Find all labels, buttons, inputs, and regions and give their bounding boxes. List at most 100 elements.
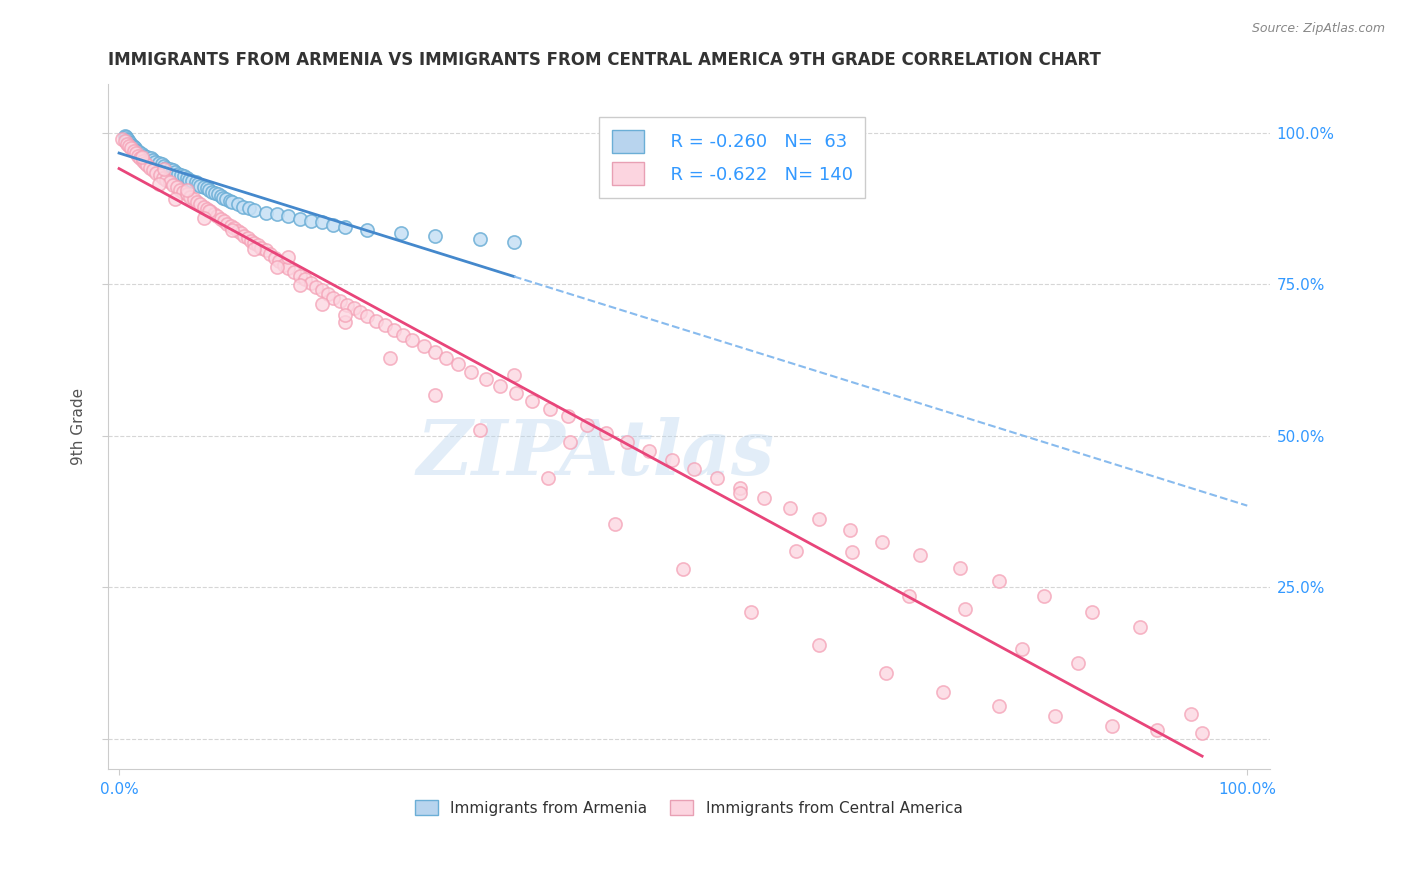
Point	[520, 393, 543, 408]
Point	[221, 222, 243, 236]
Point	[294, 272, 316, 286]
Point	[195, 181, 218, 195]
Text: Source: ZipAtlas.com: Source: ZipAtlas.com	[1251, 22, 1385, 36]
Point	[1146, 723, 1168, 737]
Point	[124, 141, 146, 155]
Point	[132, 149, 155, 163]
Y-axis label: 9th Grade: 9th Grade	[72, 388, 86, 466]
Point	[170, 168, 193, 182]
Point	[333, 308, 356, 322]
Point	[250, 241, 273, 255]
Point	[807, 638, 830, 652]
Point	[841, 545, 863, 559]
Point	[953, 601, 976, 615]
Point	[785, 544, 807, 558]
Point	[226, 197, 249, 211]
Point	[460, 365, 482, 379]
Point	[219, 219, 242, 233]
Legend: Immigrants from Armenia, Immigrants from Central America: Immigrants from Armenia, Immigrants from…	[408, 792, 970, 823]
Point	[336, 298, 359, 312]
Point	[186, 194, 208, 209]
Point	[159, 161, 181, 176]
Point	[125, 146, 148, 161]
Point	[311, 296, 333, 310]
Point	[193, 180, 215, 194]
Point	[595, 426, 617, 441]
Point	[311, 215, 333, 229]
Point	[179, 190, 201, 204]
Point	[145, 166, 167, 180]
Point	[150, 157, 173, 171]
Point	[305, 279, 328, 293]
Point	[198, 183, 221, 197]
Point	[128, 145, 150, 159]
Point	[131, 150, 153, 164]
Point	[1045, 709, 1067, 723]
Point	[1033, 589, 1056, 603]
Point	[173, 169, 195, 184]
Point	[177, 173, 200, 187]
Point	[1101, 719, 1123, 733]
Point	[172, 185, 194, 199]
Point	[162, 178, 184, 192]
Point	[638, 444, 661, 458]
Point	[127, 149, 149, 163]
Point	[200, 185, 222, 199]
Point	[343, 301, 366, 316]
Point	[188, 179, 211, 194]
Point	[474, 372, 496, 386]
Point	[333, 219, 356, 234]
Point	[263, 251, 285, 265]
Point	[152, 170, 174, 185]
Point	[121, 139, 143, 153]
Point	[181, 174, 204, 188]
Point	[412, 339, 434, 353]
Point	[159, 175, 181, 189]
Point	[205, 209, 228, 223]
Point	[162, 163, 184, 178]
Point	[155, 161, 177, 175]
Point	[226, 224, 249, 238]
Point	[299, 276, 322, 290]
Point	[136, 150, 159, 164]
Point	[193, 200, 215, 214]
Point	[277, 250, 299, 264]
Point	[129, 151, 152, 165]
Point	[988, 698, 1011, 713]
Point	[356, 309, 378, 323]
Point	[211, 191, 233, 205]
Point	[115, 136, 138, 151]
Point	[236, 231, 259, 245]
Point	[374, 318, 396, 333]
Point	[1011, 642, 1033, 657]
Point	[288, 278, 311, 293]
Point	[232, 200, 254, 214]
Point	[169, 183, 191, 197]
Point	[127, 144, 149, 158]
Point	[277, 209, 299, 223]
Point	[333, 315, 356, 329]
Point	[683, 462, 706, 476]
Point	[165, 165, 187, 179]
Point	[356, 222, 378, 236]
Point	[142, 163, 165, 178]
Point	[537, 471, 560, 485]
Point	[446, 357, 468, 371]
Point	[728, 481, 751, 495]
Point	[246, 238, 269, 252]
Point	[908, 548, 931, 562]
Point	[120, 141, 142, 155]
Point	[489, 379, 512, 393]
Point	[728, 486, 751, 500]
Point	[238, 202, 260, 216]
Point	[538, 401, 561, 416]
Point	[503, 368, 526, 383]
Point	[322, 291, 344, 305]
Point	[423, 228, 446, 243]
Point	[988, 574, 1011, 589]
Point	[149, 168, 172, 182]
Point	[143, 154, 166, 169]
Point	[706, 471, 728, 485]
Point	[115, 131, 138, 145]
Point	[117, 133, 139, 147]
